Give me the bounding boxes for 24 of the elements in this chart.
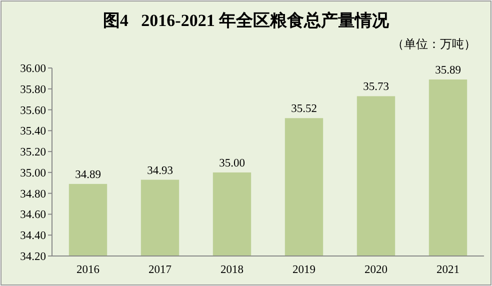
x-tick-label: 2021 [436, 264, 460, 276]
x-tick-label: 2018 [220, 264, 244, 276]
y-tick-label: 34.40 [20, 230, 46, 242]
y-tick-label: 35.60 [20, 104, 46, 117]
x-tick-label: 2020 [364, 264, 388, 276]
x-tick-label: 2017 [148, 264, 172, 276]
y-tick-label: 34.80 [20, 188, 46, 200]
chart-subtitle: （单位：万吨） [392, 37, 476, 51]
y-tick-label: 35.20 [20, 146, 46, 159]
data-label: 34.89 [75, 168, 102, 181]
x-tick-label: 2016 [76, 264, 100, 276]
data-label: 35.73 [363, 81, 390, 94]
data-label: 34.93 [147, 164, 174, 177]
y-tick-label: 34.20 [20, 251, 46, 263]
data-label: 35.52 [291, 103, 318, 116]
data-label: 35.00 [219, 157, 246, 170]
y-tick-label: 35.80 [20, 84, 46, 96]
x-tick-label: 2019 [292, 264, 316, 276]
chart-title: 图4 2016-2021 年全区粮食总产量情况 [102, 11, 390, 30]
y-tick-label: 35.40 [20, 126, 46, 138]
y-tick-label: 36.00 [20, 63, 46, 75]
data-label: 35.89 [435, 64, 462, 76]
y-tick-label: 35.00 [20, 167, 46, 180]
y-tick-label: 34.60 [20, 209, 46, 222]
